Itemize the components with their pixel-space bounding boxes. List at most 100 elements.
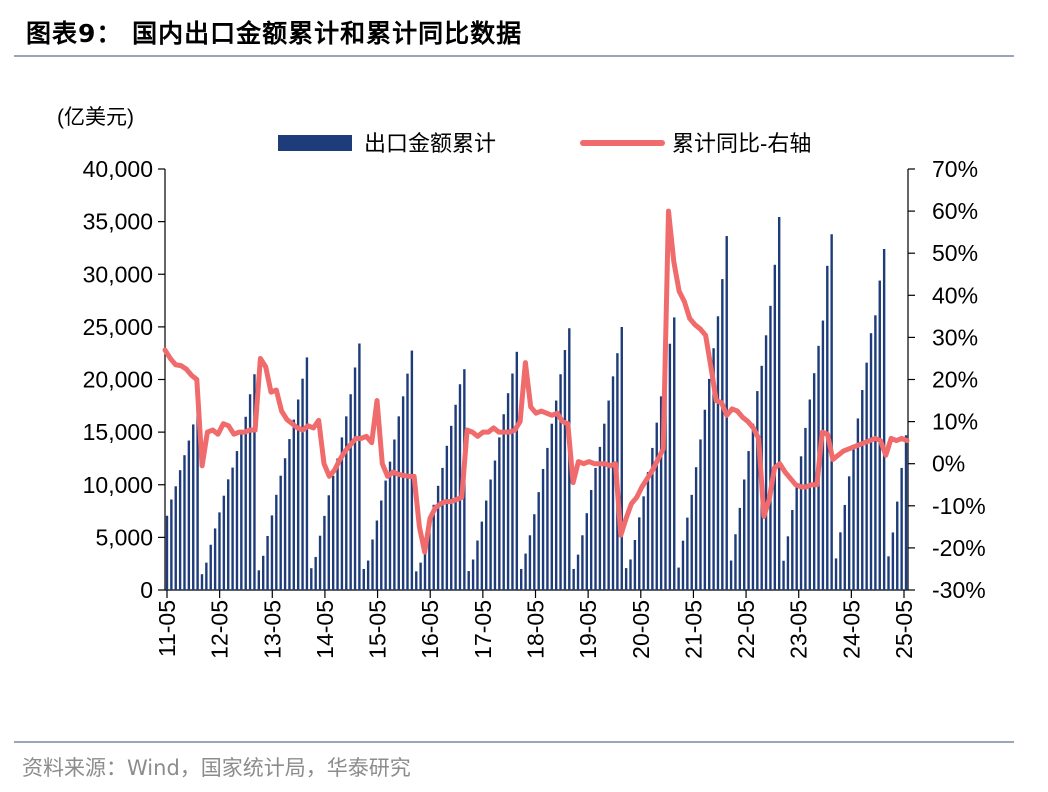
bar bbox=[502, 414, 505, 590]
bar bbox=[699, 439, 702, 590]
bar bbox=[773, 264, 777, 590]
bar bbox=[799, 456, 803, 590]
bar bbox=[266, 536, 269, 590]
right-tick-label: -20% bbox=[932, 535, 986, 561]
bar bbox=[594, 467, 597, 590]
bar bbox=[694, 467, 698, 590]
chart: 0 5,000 10,000 15,000 20,000 25,000 30,000 35,0… bbox=[57, 106, 986, 659]
bar bbox=[393, 439, 396, 590]
bar bbox=[686, 517, 689, 590]
bar bbox=[620, 326, 623, 590]
bar bbox=[659, 396, 663, 590]
bar bbox=[826, 265, 829, 590]
bar bbox=[865, 362, 868, 590]
bar bbox=[436, 485, 440, 590]
bar bbox=[200, 574, 204, 590]
bar bbox=[423, 543, 427, 590]
bar bbox=[314, 556, 317, 590]
bar bbox=[533, 514, 536, 590]
bar bbox=[366, 560, 370, 590]
bar bbox=[589, 490, 593, 590]
bar bbox=[751, 423, 755, 590]
bar bbox=[743, 479, 746, 590]
bar bbox=[812, 373, 816, 590]
bar bbox=[450, 425, 453, 590]
bar bbox=[288, 439, 291, 590]
bar bbox=[808, 399, 811, 590]
bar bbox=[209, 544, 212, 590]
bar bbox=[187, 440, 191, 590]
bar bbox=[764, 335, 768, 590]
x-tick-label: 13-05 bbox=[259, 600, 285, 659]
legend-bar-swatch bbox=[278, 135, 352, 151]
figure-title: 图表9： 国内出口金额累计和累计同比数据 bbox=[26, 19, 523, 48]
bar bbox=[253, 374, 256, 590]
bar bbox=[642, 496, 645, 590]
bar bbox=[738, 507, 742, 590]
bar bbox=[371, 539, 374, 590]
bar bbox=[839, 532, 842, 590]
bar bbox=[559, 374, 562, 590]
bar bbox=[598, 446, 602, 590]
left-tick-label: 20,000 bbox=[83, 367, 153, 393]
bar bbox=[721, 279, 724, 590]
x-tick-label: 23-05 bbox=[786, 600, 812, 659]
x-tick-label: 16-05 bbox=[417, 600, 443, 659]
bar bbox=[878, 280, 881, 590]
bar bbox=[235, 451, 239, 590]
x-tick-label: 17-05 bbox=[470, 600, 496, 659]
bar bbox=[633, 540, 637, 590]
left-tick-label: 10,000 bbox=[83, 472, 153, 498]
bar bbox=[681, 540, 685, 590]
bar bbox=[550, 423, 553, 590]
bar bbox=[419, 562, 422, 590]
x-tick-label: 11-05 bbox=[154, 600, 180, 657]
bar bbox=[887, 556, 890, 590]
bar bbox=[716, 316, 720, 590]
bar bbox=[458, 384, 462, 590]
x-tick-label: 20-05 bbox=[628, 600, 654, 659]
bar bbox=[349, 394, 352, 590]
bar bbox=[646, 472, 650, 590]
bar bbox=[795, 483, 798, 590]
bar bbox=[305, 357, 309, 590]
bar bbox=[668, 343, 672, 590]
left-tick-label: 40,000 bbox=[83, 156, 153, 182]
bar bbox=[358, 343, 361, 590]
bar bbox=[415, 571, 418, 590]
bar bbox=[331, 475, 335, 590]
bar bbox=[563, 350, 567, 590]
bar bbox=[554, 400, 558, 590]
left-tick-label: 15,000 bbox=[83, 419, 153, 445]
bar bbox=[541, 468, 545, 590]
bar bbox=[847, 476, 851, 590]
bar bbox=[257, 570, 261, 590]
bar bbox=[432, 504, 435, 590]
bar bbox=[874, 315, 877, 590]
bar bbox=[546, 447, 549, 590]
bar bbox=[581, 535, 584, 590]
bar bbox=[769, 305, 772, 590]
right-tick-label: -10% bbox=[932, 493, 986, 519]
bar bbox=[336, 458, 339, 590]
bar bbox=[353, 367, 357, 590]
bar bbox=[651, 447, 654, 590]
bar bbox=[708, 378, 711, 590]
bar bbox=[165, 515, 169, 590]
bar bbox=[384, 480, 387, 590]
bar bbox=[747, 451, 750, 590]
bar bbox=[703, 409, 707, 590]
x-tick-label: 22-05 bbox=[733, 600, 759, 659]
bar bbox=[318, 535, 322, 590]
left-tick-label: 35,000 bbox=[83, 209, 153, 235]
line-series bbox=[162, 208, 910, 555]
bar bbox=[244, 416, 247, 590]
bar bbox=[734, 534, 737, 590]
bar bbox=[388, 461, 392, 590]
bar bbox=[821, 320, 825, 590]
bar bbox=[485, 500, 488, 590]
bar bbox=[248, 394, 252, 590]
source-note: 资料来源：Wind，国家统计局，华泰研究 bbox=[22, 756, 411, 780]
right-tick-label: 10% bbox=[932, 409, 978, 435]
bar bbox=[830, 234, 833, 590]
